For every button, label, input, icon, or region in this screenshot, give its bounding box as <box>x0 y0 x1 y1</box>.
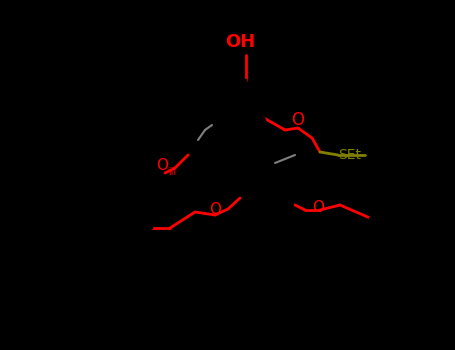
Text: O: O <box>312 199 324 215</box>
Text: SEt: SEt <box>338 148 361 162</box>
Text: O: O <box>156 158 168 173</box>
Text: OH: OH <box>225 33 255 51</box>
Text: O: O <box>292 111 304 129</box>
Text: O: O <box>209 203 221 217</box>
Text: iii: iii <box>168 167 176 177</box>
